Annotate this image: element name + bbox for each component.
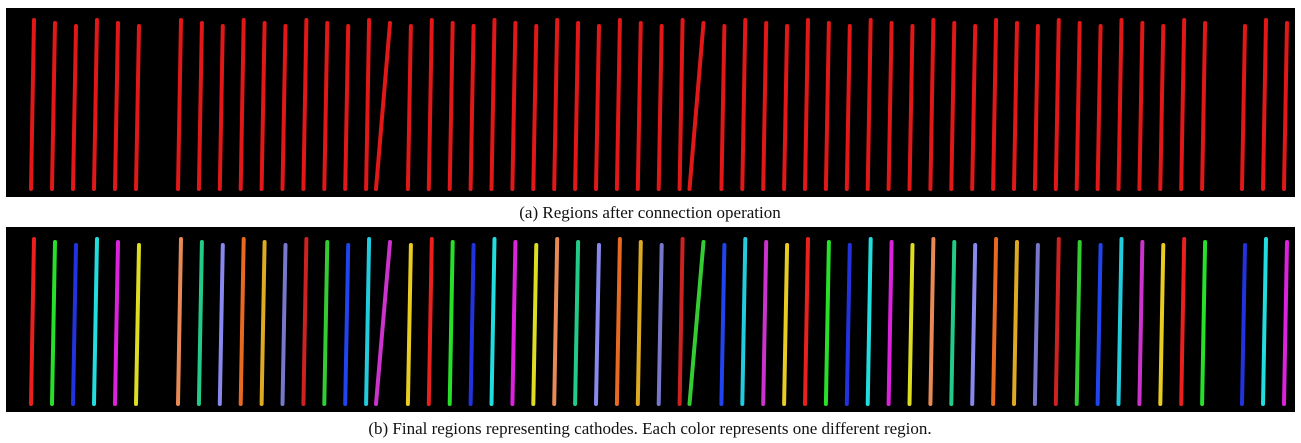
caption-a: (a) Regions after connection operation	[519, 203, 781, 222]
figure: (a) Regions after connection operation (…	[0, 0, 1301, 443]
caption-b: (b) Final regions representing cathodes.…	[368, 419, 931, 438]
page: (a) Regions after connection operation (…	[0, 0, 1301, 443]
